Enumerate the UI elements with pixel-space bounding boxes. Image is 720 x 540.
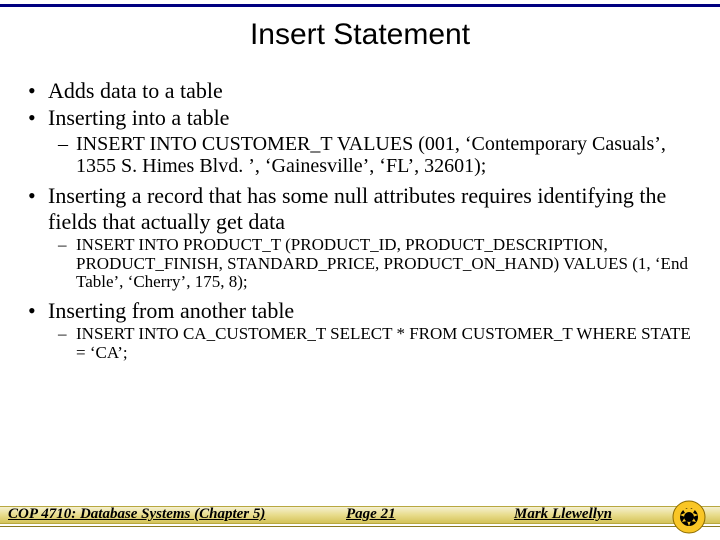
bullet-text: INSERT INTO CA_CUSTOMER_T SELECT * FROM … <box>76 325 698 362</box>
bullet-level2: – INSERT INTO CA_CUSTOMER_T SELECT * FRO… <box>58 325 698 362</box>
slide-title: Insert Statement <box>0 18 720 52</box>
bullet-level2: – INSERT INTO PRODUCT_T (PRODUCT_ID, PRO… <box>58 236 698 292</box>
bullet-text: Adds data to a table <box>48 78 698 103</box>
bullet-text: Inserting a record that has some null at… <box>48 183 698 234</box>
bullet-marker: • <box>28 105 48 130</box>
footer-page: Page 21 <box>346 506 396 523</box>
slide-body: • Adds data to a table • Inserting into … <box>28 78 698 369</box>
ucf-logo-icon <box>672 500 706 534</box>
footer-rule <box>0 526 720 527</box>
bullet-level2: – INSERT INTO CUSTOMER_T VALUES (001, ‘C… <box>58 133 698 178</box>
bullet-level1: • Adds data to a table <box>28 78 698 103</box>
bullet-marker: – <box>58 236 76 292</box>
footer-course: COP 4710: Database Systems (Chapter 5) <box>8 506 265 523</box>
bullet-marker: – <box>58 325 76 362</box>
bullet-marker: • <box>28 78 48 103</box>
top-rule <box>0 4 720 7</box>
footer-author: Mark Llewellyn <box>514 506 612 523</box>
bullet-level1: • Inserting a record that has some null … <box>28 183 698 234</box>
bullet-text: Inserting into a table <box>48 105 698 130</box>
bullet-text: INSERT INTO CUSTOMER_T VALUES (001, ‘Con… <box>76 133 698 178</box>
bullet-level1: • Inserting from another table <box>28 298 698 323</box>
slide: Insert Statement • Adds data to a table … <box>0 0 720 540</box>
bullet-marker: – <box>58 133 76 178</box>
footer: COP 4710: Database Systems (Chapter 5) P… <box>0 494 720 540</box>
bullet-text: INSERT INTO PRODUCT_T (PRODUCT_ID, PRODU… <box>76 236 698 292</box>
bullet-marker: • <box>28 183 48 234</box>
bullet-text: Inserting from another table <box>48 298 698 323</box>
bullet-marker: • <box>28 298 48 323</box>
bullet-level1: • Inserting into a table <box>28 105 698 130</box>
